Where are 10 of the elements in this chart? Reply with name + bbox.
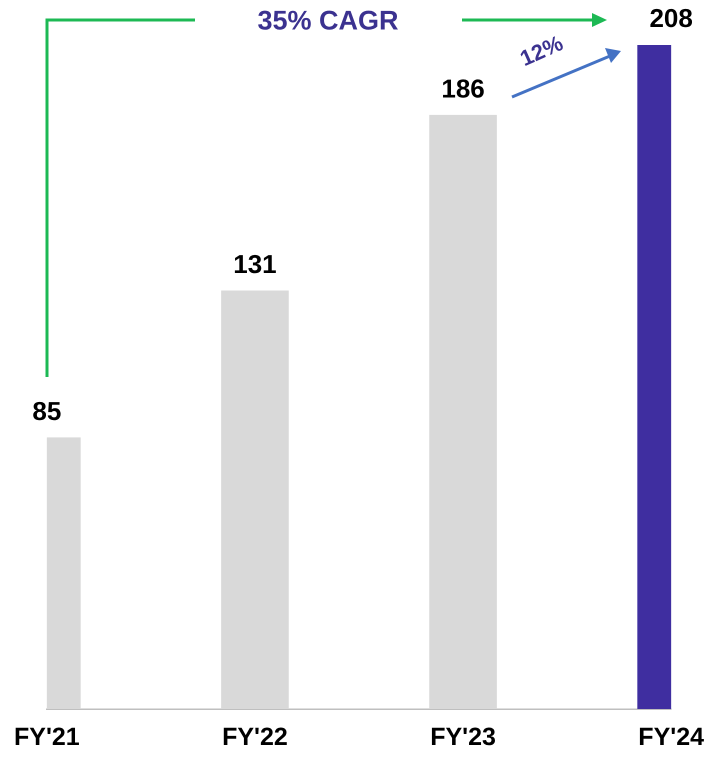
annotation: 12% xyxy=(516,30,567,72)
data-label: 186 xyxy=(441,73,485,104)
data-label: 85 xyxy=(32,396,62,426)
x-tick-label: FY'24 xyxy=(638,722,704,751)
text: 35% CAGR xyxy=(257,5,399,36)
x-tick-label: FY'23 xyxy=(430,722,496,751)
x-tick-label: FY'21 xyxy=(14,722,80,751)
data-label: 208 xyxy=(649,3,693,34)
data-label: 131 xyxy=(233,248,277,279)
x-tick-label: FY'22 xyxy=(222,722,288,751)
